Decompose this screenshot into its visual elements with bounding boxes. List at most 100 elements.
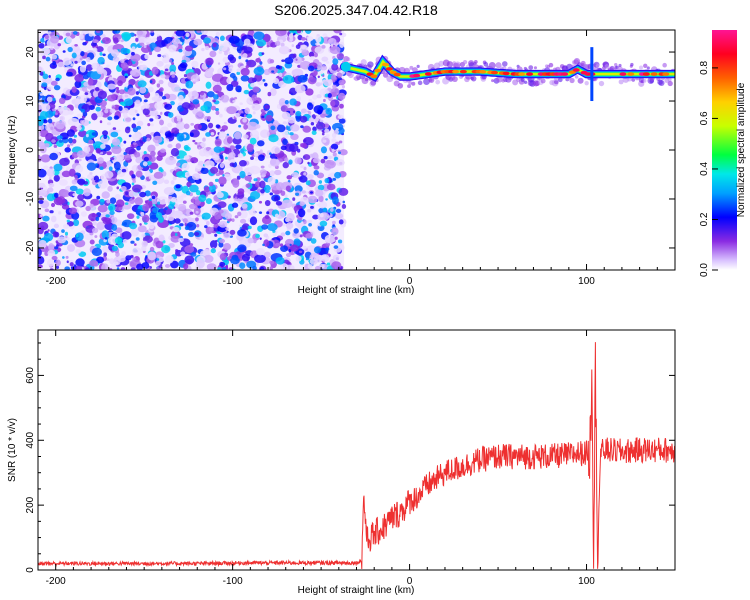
noise-blob xyxy=(77,194,85,201)
noise-blob xyxy=(323,91,327,94)
noise-blob xyxy=(167,215,175,222)
noise-blob xyxy=(185,32,190,38)
noise-blob xyxy=(120,47,128,55)
noise-blob xyxy=(55,265,60,270)
noise-blob xyxy=(198,149,207,157)
noise-blob xyxy=(297,208,306,218)
noise-blob xyxy=(187,143,190,146)
trace-core xyxy=(642,72,650,76)
noise-blob xyxy=(320,158,326,164)
noise-blob xyxy=(306,208,312,213)
noise-blob xyxy=(96,81,102,89)
noise-blob xyxy=(44,43,47,47)
noise-blob xyxy=(95,87,100,92)
noise-blob xyxy=(122,238,128,244)
trace-halo xyxy=(435,79,441,85)
noise-blob xyxy=(156,35,163,43)
noise-blob xyxy=(319,263,325,269)
snr-xlabel: Height of straight line (km) xyxy=(298,585,415,596)
trace-halo xyxy=(533,66,538,70)
noise-blob xyxy=(125,191,129,196)
noise-blob xyxy=(167,112,174,118)
noise-blob xyxy=(39,189,48,196)
noise-blob xyxy=(236,175,241,180)
noise-blob xyxy=(59,157,70,166)
noise-blob xyxy=(143,103,150,109)
noise-blob xyxy=(164,207,168,211)
noise-blob xyxy=(190,252,197,257)
trace-halo xyxy=(502,61,508,67)
noise-blob xyxy=(332,58,339,65)
noise-blob xyxy=(275,200,283,206)
snr-line xyxy=(38,342,675,570)
noise-blob xyxy=(260,129,270,138)
noise-blob xyxy=(246,59,257,68)
noise-blob xyxy=(300,108,307,114)
noise-blob xyxy=(326,262,331,266)
noise-blob xyxy=(219,100,222,103)
trace-core xyxy=(526,72,534,76)
noise-blob xyxy=(304,30,312,34)
noise-blob xyxy=(101,37,112,44)
noise-blob xyxy=(75,188,84,195)
noise-blob xyxy=(141,262,150,269)
snr-ytick-label: 0 xyxy=(25,567,36,573)
noise-blob xyxy=(300,44,307,50)
noise-blob xyxy=(247,77,256,84)
noise-blob xyxy=(135,37,139,42)
noise-blob xyxy=(316,94,322,99)
noise-blob xyxy=(218,43,228,52)
noise-blob xyxy=(334,236,338,240)
noise-blob xyxy=(189,211,194,215)
trace-core xyxy=(561,72,569,76)
noise-blob xyxy=(226,83,234,92)
trace-halo xyxy=(428,77,435,84)
noise-blob xyxy=(341,204,347,209)
noise-blob xyxy=(191,90,198,98)
noise-blob xyxy=(194,141,198,145)
noise-blob xyxy=(160,74,166,79)
trace-halo xyxy=(407,84,411,89)
noise-blob xyxy=(65,255,69,259)
noise-blob xyxy=(156,60,164,67)
noise-blob xyxy=(111,145,122,154)
noise-blob xyxy=(303,166,307,171)
noise-blob xyxy=(65,71,73,77)
noise-blob xyxy=(229,229,236,235)
noise-blob xyxy=(42,73,49,80)
noise-blob xyxy=(139,191,147,198)
noise-blob xyxy=(168,242,175,248)
noise-blob xyxy=(42,55,46,60)
noise-blob xyxy=(119,143,124,148)
noise-blob xyxy=(72,30,78,35)
noise-blob xyxy=(243,89,250,95)
noise-blob xyxy=(99,52,103,56)
noise-blob xyxy=(55,120,65,130)
noise-blob xyxy=(269,170,275,177)
noise-blob xyxy=(191,173,201,181)
noise-blob xyxy=(188,184,199,193)
noise-blob xyxy=(151,195,156,200)
noise-blob xyxy=(44,208,50,213)
noise-blob xyxy=(219,35,225,42)
noise-blob xyxy=(103,252,108,257)
noise-blob xyxy=(87,78,94,86)
noise-blob xyxy=(67,244,76,252)
noise-blob xyxy=(168,195,173,199)
noise-blob xyxy=(40,103,51,112)
noise-blob xyxy=(315,61,323,69)
noise-blob xyxy=(44,250,49,257)
noise-blob xyxy=(330,100,336,107)
noise-blob xyxy=(136,30,144,36)
noise-blob xyxy=(333,245,339,249)
noise-blob xyxy=(131,174,136,179)
noise-blob xyxy=(51,54,58,60)
noise-blob xyxy=(106,160,112,166)
noise-blob xyxy=(110,108,116,114)
noise-blob xyxy=(107,116,113,121)
noise-blob xyxy=(219,154,224,160)
noise-blob xyxy=(219,162,225,169)
noise-blob xyxy=(295,192,300,196)
noise-blob xyxy=(305,180,311,186)
noise-blob xyxy=(109,210,115,215)
